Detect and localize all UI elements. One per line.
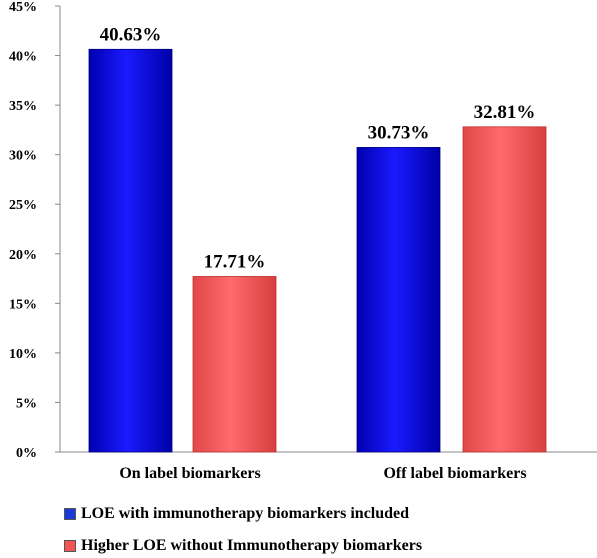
- legend-swatch-red: [64, 540, 76, 552]
- bar-series2-cat2: [462, 126, 547, 453]
- legend-swatch-blue: [64, 508, 76, 520]
- legend-label-series-1: LOE with immunotherapy biomarkers includ…: [81, 505, 410, 522]
- category-label-off-label: Off label biomarkers: [383, 465, 526, 482]
- data-label-series2-cat2: 32.81%: [474, 102, 536, 123]
- data-label-series1-cat2: 30.73%: [368, 122, 430, 143]
- bar-series1-cat1: [88, 48, 173, 453]
- y-tick-label: 5%: [16, 396, 37, 411]
- bar-series1-cat2: [356, 147, 441, 453]
- y-tick-label: 20%: [9, 248, 37, 263]
- y-tick-label: 30%: [9, 149, 37, 164]
- y-tick-label: 25%: [9, 198, 37, 213]
- legend-item-series-2: Higher LOE without Immunotherapy biomark…: [64, 537, 422, 555]
- data-label-series1-cat1: 40.63%: [100, 24, 162, 45]
- y-tick-label: 35%: [9, 99, 37, 114]
- y-tick-label: 0%: [16, 446, 37, 461]
- y-tick-label: 10%: [9, 347, 37, 362]
- y-tick-label: 40%: [9, 50, 37, 65]
- legend-item-series-1: LOE with immunotherapy biomarkers includ…: [64, 505, 409, 523]
- bar-series2-cat1: [192, 276, 277, 453]
- data-label-series2-cat1: 17.71%: [204, 251, 266, 272]
- category-label-on-label: On label biomarkers: [119, 465, 260, 482]
- y-tick-label: 15%: [9, 297, 37, 312]
- legend-label-series-2: Higher LOE without Immunotherapy biomark…: [81, 537, 423, 554]
- y-tick-label: 45%: [9, 0, 37, 15]
